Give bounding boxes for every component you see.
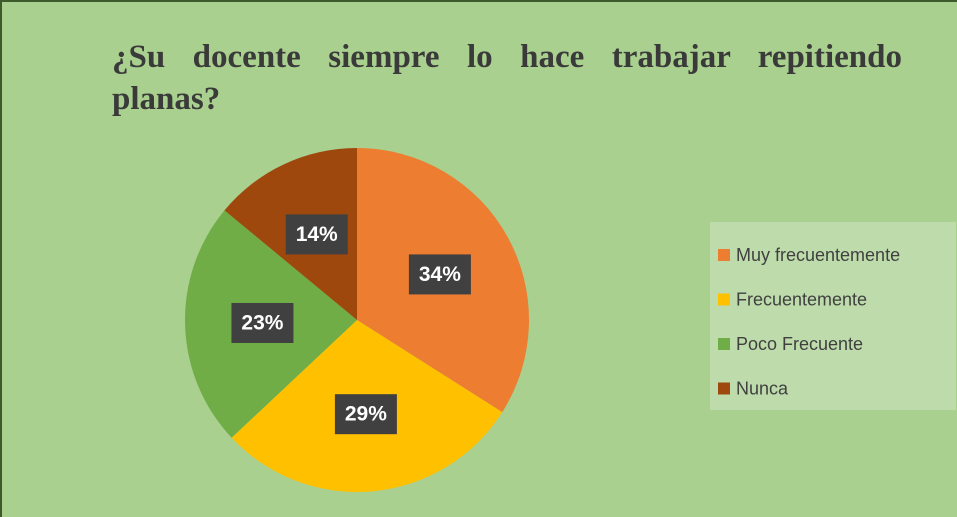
legend-swatch (718, 249, 730, 261)
legend-swatch (718, 338, 730, 350)
data-label: 14% (296, 223, 338, 246)
legend-label: Nunca (736, 378, 789, 398)
data-label-box (408, 254, 471, 295)
data-label-box (285, 214, 348, 255)
legend-label: Poco Frecuente (736, 334, 863, 354)
chart-title: ¿Su docente siempre lo hace trabajar rep… (112, 39, 902, 117)
legend-label: Muy frecuentemente (736, 245, 900, 265)
data-label: 23% (241, 312, 283, 335)
data-label-box (231, 302, 294, 343)
data-label: 29% (345, 403, 387, 426)
data-label: 34% (419, 263, 461, 286)
data-label-box (334, 394, 397, 435)
legend-swatch (718, 382, 730, 395)
legend-swatch (718, 293, 730, 306)
legend-label: Frecuentemente (736, 289, 867, 309)
legend-box (710, 222, 956, 410)
